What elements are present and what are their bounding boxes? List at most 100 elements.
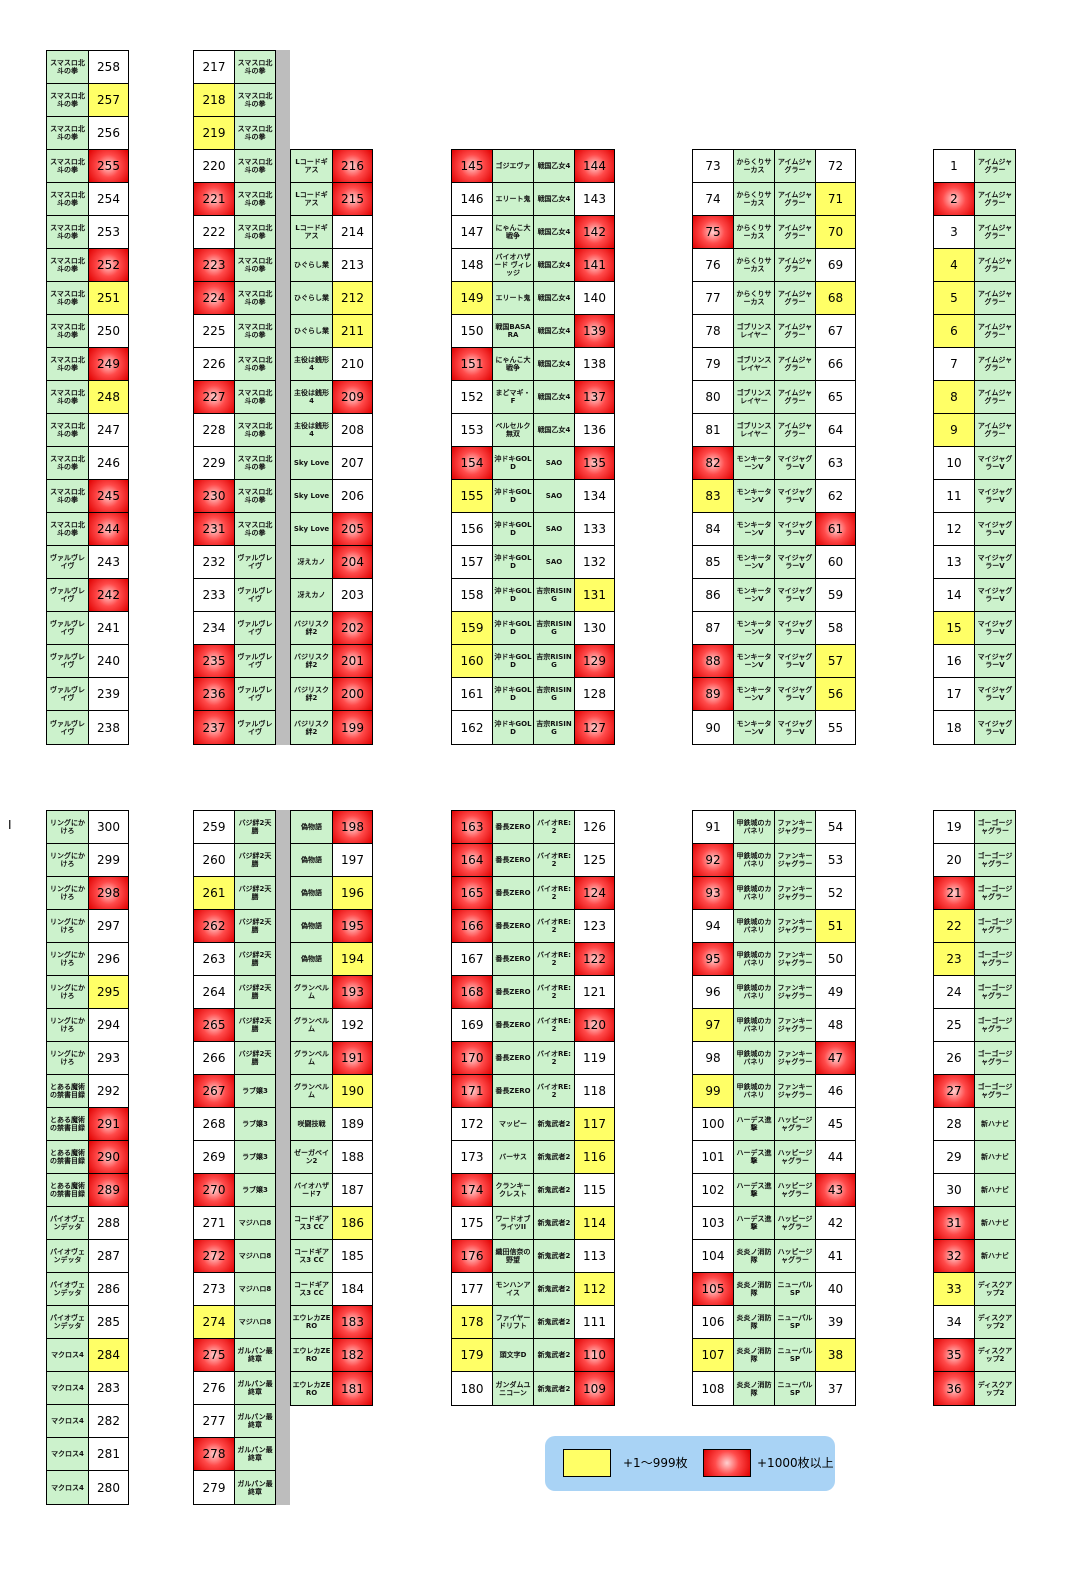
machine-number: 91: [705, 820, 721, 834]
machine-row: 147 にゃんこ大戦争 戦国乙女4 142: [452, 216, 614, 249]
machine-name: 新鬼武者2: [533, 1141, 574, 1173]
machine-name: とある魔術の禁書目録: [47, 1075, 88, 1107]
machine-number: 194: [332, 943, 372, 975]
machine-island: 217 スマスロ北斗の拳 218 スマスロ北斗の拳 219 スマスロ北斗の拳 220 スマスロ…: [193, 50, 276, 745]
machine-row: 主役は銭形4 210: [291, 348, 372, 381]
machine-row: 35 ディスクアップ2: [934, 1339, 1015, 1372]
machine-name: アイムジャグラー: [774, 315, 815, 347]
machine-number: 160: [452, 645, 492, 677]
machine-row: 31 新ハナビ: [934, 1207, 1015, 1240]
machine-row: 22 ゴーゴージャグラー: [934, 910, 1015, 943]
machine-row: バジリスク絆2 201: [291, 645, 372, 678]
machine-name: モンハンアイス: [492, 1273, 533, 1305]
machine-row: バジリスク絆2 199: [291, 711, 372, 744]
machine-number: 276: [202, 1381, 226, 1395]
machine-name: 偽物語: [291, 844, 332, 876]
machine-row: 173 バーサス 新鬼武者2 116: [452, 1141, 614, 1174]
machine-name: スマスロ北斗の拳: [234, 84, 275, 116]
machine-name: 偽物語: [291, 877, 332, 909]
machine-row: ひぐらし業 213: [291, 249, 372, 282]
machine-row: 3 アイムジャグラー: [934, 216, 1015, 249]
machine-name: からくりサーカス: [733, 183, 774, 215]
machine-name: バイオRE:2: [533, 976, 574, 1008]
machine-number: 115: [574, 1174, 614, 1206]
machine-number: 255: [88, 150, 128, 182]
machine-row: 145 ゴジエヴァ 戦国乙女4 144: [452, 150, 614, 183]
machine-name: 新ハナビ: [974, 1240, 1015, 1272]
machine-name: 新鬼武者2: [533, 1339, 574, 1371]
machine-number: 215: [332, 183, 372, 215]
machine-row: ヴァルヴレイヴ 239: [47, 678, 128, 711]
machine-row: グランベルム 191: [291, 1042, 372, 1075]
machine-number: 298: [88, 877, 128, 909]
machine-name: ニューパルSP: [774, 1273, 815, 1305]
machine-row: 224 スマスロ北斗の拳: [194, 282, 275, 315]
machine-name: グランベルム: [291, 1009, 332, 1041]
machine-name: ファンキージャグラー: [774, 844, 815, 876]
machine-row: ヴァルヴレイヴ 240: [47, 645, 128, 678]
machine-name: マイジャグラーV: [774, 447, 815, 479]
machine-name: マクロス4: [47, 1405, 88, 1437]
machine-number: 269: [202, 1150, 226, 1164]
machine-number: 272: [194, 1240, 234, 1272]
machine-number: 213: [332, 249, 372, 281]
machine-number: 210: [332, 348, 372, 380]
machine-name: スマスロ北斗の拳: [47, 381, 88, 413]
machine-row: 1 アイムジャグラー: [934, 150, 1015, 183]
machine-row: 166 番長ZERO バイオRE:2 123: [452, 910, 614, 943]
machine-row: スマスロ北斗の拳 255: [47, 150, 128, 183]
machine-name: SAO: [533, 513, 574, 545]
machine-row: とある魔術の禁書目録 290: [47, 1141, 128, 1174]
machine-name: 炎炎ノ消防隊: [733, 1306, 774, 1338]
machine-name: 炎炎ノ消防隊: [733, 1273, 774, 1305]
machine-number: 71: [815, 183, 855, 215]
machine-name: アイムジャグラー: [774, 381, 815, 413]
machine-name: スマスロ北斗の拳: [47, 513, 88, 545]
machine-number: 27: [934, 1075, 974, 1107]
machine-row: 95 甲鉄城のカバネリ ファンキージャグラー 50: [693, 943, 855, 976]
machine-name: スマスロ北斗の拳: [47, 249, 88, 281]
machine-name: ゴーゴージャグラー: [974, 844, 1015, 876]
machine-number: 84: [705, 522, 721, 536]
machine-number: 155: [452, 480, 492, 512]
machine-number: 248: [88, 381, 128, 413]
machine-number: 263: [202, 952, 226, 966]
machine-name: 頭文字D: [492, 1339, 533, 1371]
machine-row: グランベルム 193: [291, 976, 372, 1009]
machine-name: 新鬼武者2: [533, 1108, 574, 1140]
machine-number: 287: [88, 1240, 128, 1272]
machine-number: 23: [934, 943, 974, 975]
machine-number: 53: [815, 844, 855, 876]
machine-number: 221: [194, 183, 234, 215]
machine-number: 174: [452, 1174, 492, 1206]
machine-number: 189: [332, 1108, 372, 1140]
machine-row: 148 バイオハザード ヴィレッジ 戦国乙女4 141: [452, 249, 614, 282]
machine-name: 戦国BASARA: [492, 315, 533, 347]
machine-name: スマスロ北斗の拳: [234, 315, 275, 347]
machine-row: ヴァルヴレイヴ 243: [47, 546, 128, 579]
machine-row: 105 炎炎ノ消防隊 ニューパルSP 40: [693, 1273, 855, 1306]
aisle-divider: [275, 810, 290, 1505]
machine-row: スマスロ北斗の拳 247: [47, 414, 128, 447]
machine-number: 58: [815, 612, 855, 644]
machine-number: 172: [460, 1117, 484, 1131]
machine-row: 84 モンキーターンV マイジャグラーV 61: [693, 513, 855, 546]
machine-name: 戦国乙女4: [533, 183, 574, 215]
machine-number: 149: [452, 282, 492, 314]
machine-row: 222 スマスロ北斗の拳: [194, 216, 275, 249]
machine-row: 咲闘技戦 189: [291, 1108, 372, 1141]
machine-number: 130: [574, 612, 614, 644]
machine-row: 232 ヴァルヴレイヴ: [194, 546, 275, 579]
machine-number: 80: [705, 390, 721, 404]
machine-name: SAO: [533, 447, 574, 479]
machine-name: スマスロ北斗の拳: [234, 513, 275, 545]
machine-number: 90: [705, 720, 721, 735]
machine-row: 180 ガンダムユニコーン 新鬼武者2 109: [452, 1372, 614, 1405]
machine-row: 278 ガルパン最終章: [194, 1438, 275, 1471]
machine-row: ひぐらし業 211: [291, 315, 372, 348]
machine-row: 262 バジ絆2天膳: [194, 910, 275, 943]
machine-number: 271: [202, 1216, 226, 1230]
machine-number: 299: [88, 844, 128, 876]
machine-row: 107 炎炎ノ消防隊 ニューパルSP 38: [693, 1339, 855, 1372]
machine-name: マクロス4: [47, 1372, 88, 1404]
